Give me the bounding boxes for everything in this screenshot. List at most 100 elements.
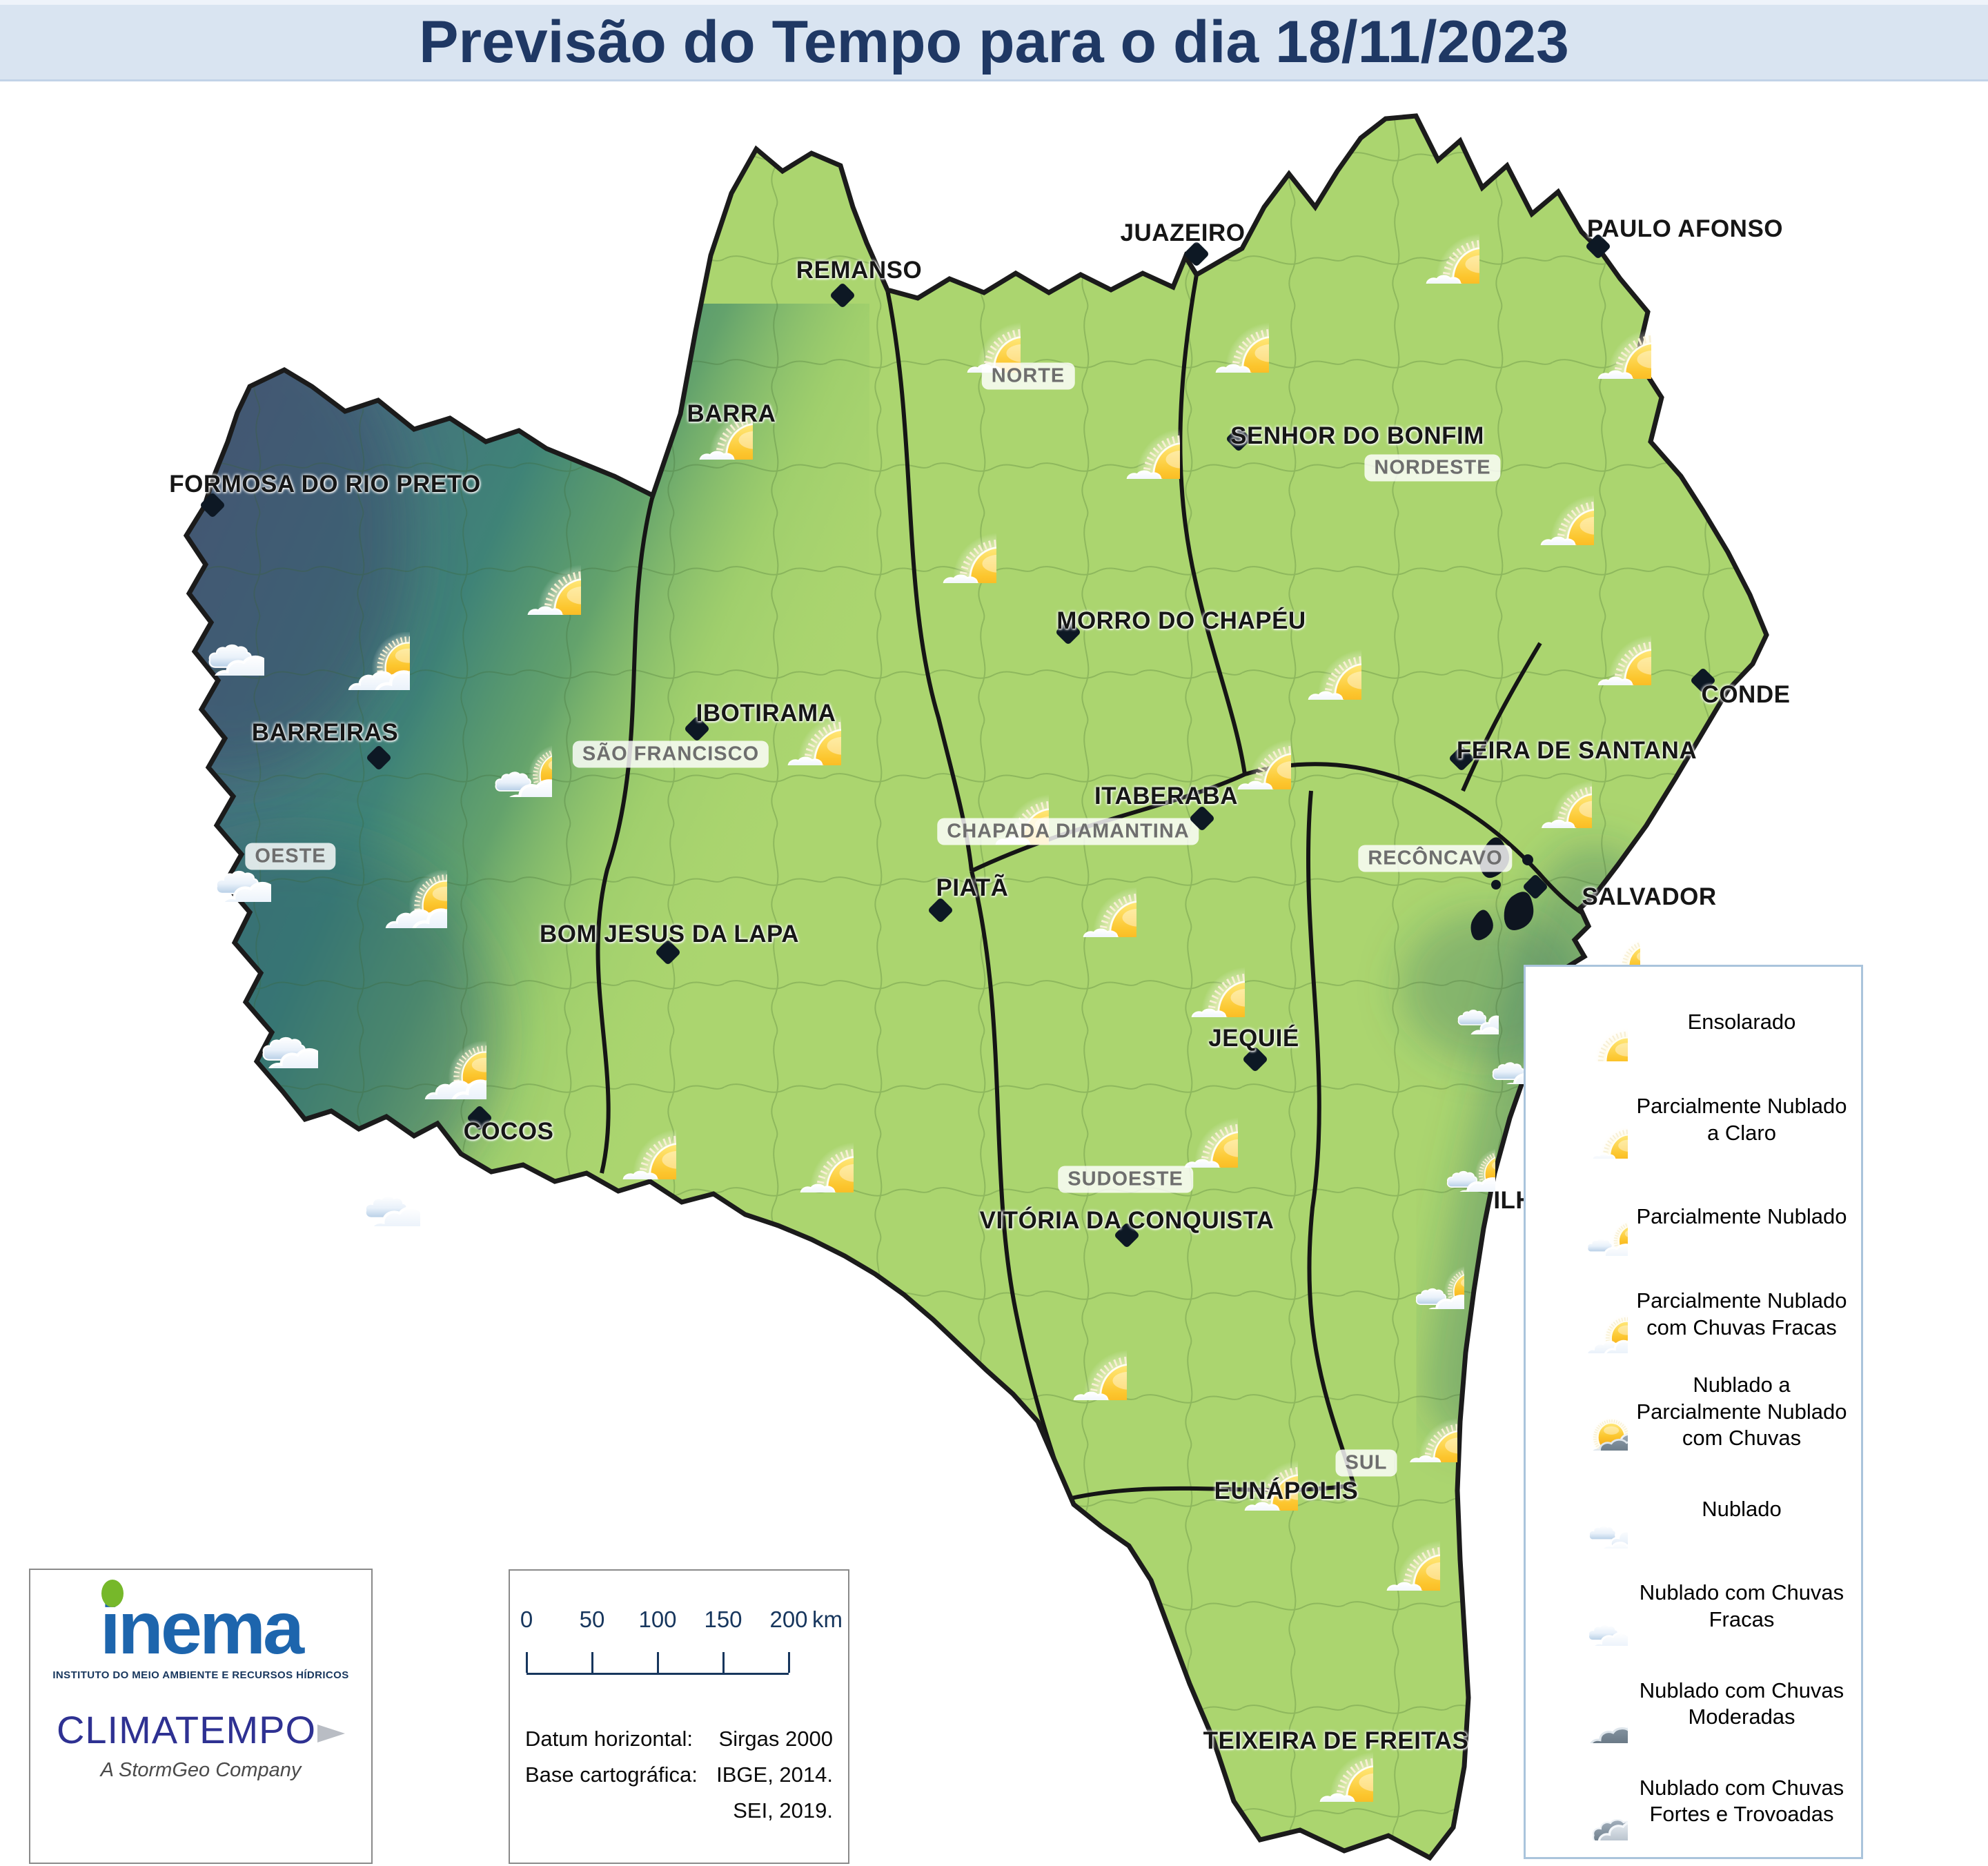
datum-info: Datum horizontal: Sirgas 2000 Base cartogr…: [525, 1721, 833, 1829]
city-label: PIATÃ: [936, 874, 1009, 901]
legend-row: Parcialmente Nublado: [1530, 1168, 1857, 1266]
cloudy-partly-rain-legend-icon: [1530, 1373, 1631, 1451]
city-marker-icon: [365, 744, 393, 772]
region-label: CHAPADA DIAMANTINA: [937, 818, 1199, 845]
city-label: IBOTIRAMA: [696, 700, 836, 727]
scale-tick: [657, 1652, 659, 1673]
inema-subtitle: INSTITUTO DO MEIO AMBIENTE E RECURSOS HÍ…: [52, 1669, 349, 1681]
scale-unit-label: km: [812, 1607, 843, 1632]
datum-value: SEI, 2019.: [733, 1798, 833, 1823]
inema-logo-text: inema: [99, 1586, 304, 1669]
legend-row: Nublado com Chuvas Moderadas: [1530, 1656, 1857, 1753]
city-label: MORRO DO CHAPÉU: [1056, 607, 1306, 634]
city-label: EUNÁPOLIS: [1214, 1477, 1359, 1504]
city-label: JUAZEIRO: [1120, 219, 1246, 246]
scale-tick-label: 150: [704, 1607, 742, 1632]
cloudy-light-rain-legend-icon: [1530, 1568, 1631, 1646]
partly-cloudy-clear-legend-icon: [1530, 1081, 1631, 1159]
region-label: NORTE: [981, 362, 1075, 390]
partly-cloudy-light-rain-weather-icon: [345, 983, 486, 1099]
partly-cloudy-clear-weather-icon: [712, 1077, 854, 1192]
city-label: SENHOR DO BONFIM: [1230, 422, 1484, 449]
scale-tick: [526, 1652, 528, 1673]
storm-legend-icon: [1530, 1762, 1631, 1840]
legend-label: Parcialmente Nublado: [1636, 1204, 1847, 1229]
city-label: BARRA: [687, 400, 776, 427]
scale-baseline: [526, 1673, 789, 1675]
scale-tick: [722, 1652, 725, 1673]
region-label: RECÔNCAVO: [1358, 845, 1513, 872]
city-label: TEIXEIRA DE FREITAS: [1203, 1727, 1469, 1754]
legend-row: Parcialmente Nublado a Claro: [1530, 1071, 1857, 1168]
legend-label: Nublado com Chuvas Moderadas: [1639, 1678, 1844, 1729]
climatempo-logo-text: CLIMATEMPO: [56, 1708, 317, 1751]
city-label: JEQUIÉ: [1208, 1025, 1299, 1052]
city-label: VITÓRIA DA CONQUISTA: [979, 1207, 1275, 1234]
partly-cloudy-clear-weather-icon: [1220, 584, 1361, 700]
inema-green-dot-icon: [101, 1580, 124, 1607]
climatempo-logo: CLIMATEMPO: [30, 1707, 371, 1752]
partly-cloudy-clear-weather-icon: [855, 467, 996, 583]
region-label: SUDOESTE: [1058, 1166, 1193, 1193]
cloudy-moderate-rain-legend-icon: [1530, 1665, 1631, 1743]
legend-label: Nublado: [1702, 1496, 1782, 1521]
region-label: SÃO FRANCISCO: [572, 740, 769, 768]
partly-cloudy-weather-icon: [1382, 1099, 1495, 1192]
scale-tick: [591, 1652, 593, 1673]
legend-label: Parcialmente Nublado a Claro: [1636, 1093, 1847, 1145]
scale-tick-label: 0: [520, 1607, 533, 1632]
city-label: BARREIRAS: [251, 719, 399, 746]
sunny-legend-icon: [1530, 983, 1631, 1061]
scale-box: 0 50 100 150 200 km Datum horizontal: Sirgas 2…: [509, 1569, 849, 1864]
city-label: CONDE: [1701, 681, 1791, 708]
datum-row: Datum horizontal: Sirgas 2000: [525, 1721, 833, 1757]
partly-cloudy-clear-weather-icon: [1330, 1359, 1458, 1463]
city-label: PAULO AFONSO: [1586, 215, 1784, 242]
region-label: SUL: [1335, 1449, 1397, 1477]
partly-cloudy-clear-weather-icon: [440, 499, 581, 615]
datum-value: Sirgas 2000: [718, 1727, 833, 1751]
cloudy-light-rain-weather-icon: [184, 958, 319, 1068]
datum-key: Datum horizontal:: [525, 1727, 693, 1751]
datum-key: Base cartográfica:: [525, 1762, 698, 1787]
legend-row: Nublado: [1530, 1461, 1857, 1558]
partly-cloudy-light-rain-weather-icon: [268, 574, 410, 690]
scale-tick: [788, 1652, 790, 1673]
city-label: SALVADOR: [1582, 883, 1717, 910]
cloudy-weather-icon: [1399, 953, 1499, 1034]
partly-cloudy-clear-weather-icon: [1510, 263, 1651, 379]
partly-cloudy-clear-weather-icon: [985, 1284, 1127, 1400]
title-bar: Previsão do Tempo para o dia 18/11/2023: [0, 0, 1988, 81]
partly-cloudy-weather-icon: [418, 687, 553, 796]
city-marker-icon: [1522, 873, 1549, 901]
partly-cloudy-clear-weather-icon: [1458, 718, 1593, 827]
scale-tick-label: 100: [638, 1607, 677, 1632]
partly-cloudy-clear-weather-icon: [1510, 569, 1651, 685]
climatempo-subtitle: A StormGeo Company: [100, 1759, 302, 1781]
partly-cloudy-clear-weather-icon: [1150, 674, 1291, 789]
page-title: Previsão do Tempo para o dia 18/11/2023: [419, 8, 1569, 75]
city-label: ITABERABA: [1094, 783, 1239, 809]
cloudy-light-rain-weather-icon: [286, 1116, 421, 1226]
partly-cloudy-light-rain-weather-icon: [306, 812, 447, 928]
partly-cloudy-clear-weather-icon: [1128, 257, 1269, 373]
cloudy-light-rain-weather-icon: [130, 565, 265, 675]
legend-label: Parcialmente Nublado com Chuvas Fracas: [1636, 1288, 1847, 1339]
datum-row: SEI, 2019.: [525, 1793, 833, 1829]
scale-tick-label: 50: [579, 1607, 605, 1632]
climatempo-arrow-icon: [317, 1724, 346, 1742]
partly-cloudy-weather-icon: [1351, 1217, 1464, 1309]
city-label: BOM JESUS DA LAPA: [539, 921, 800, 947]
legend-label: Nublado com Chuvas Fracas: [1639, 1580, 1844, 1632]
partly-cloudy-clear-weather-icon: [1103, 901, 1245, 1017]
partly-cloudy-clear-weather-icon: [535, 1063, 676, 1179]
datum-value: IBGE, 2014.: [716, 1762, 833, 1787]
legend-row: Nublado com Chuvas Fortes e Trovoadas: [1530, 1753, 1857, 1850]
partly-cloudy-clear-weather-icon: [1338, 168, 1479, 284]
partly-cloudy-legend-icon: [1530, 1178, 1631, 1256]
legend-row: Parcialmente Nublado com Chuvas Fracas: [1530, 1266, 1857, 1363]
partly-cloudy-clear-weather-icon: [1096, 1052, 1238, 1168]
region-label: NORDESTE: [1364, 454, 1501, 482]
